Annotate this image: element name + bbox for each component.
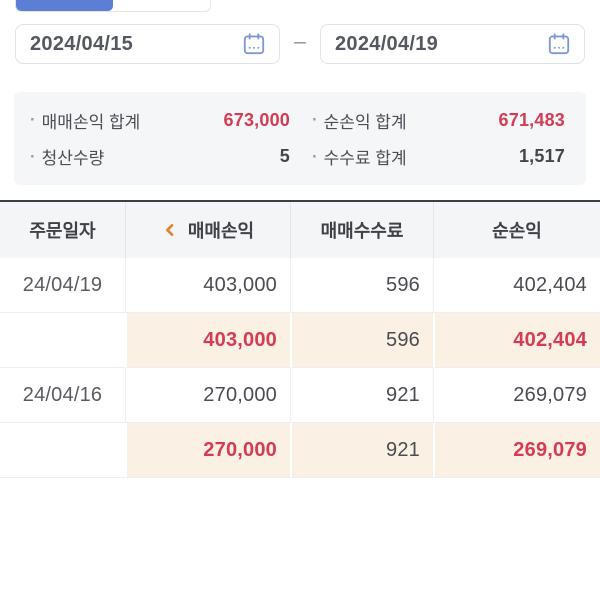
segmented-control [15, 0, 211, 12]
bullet: · [30, 110, 36, 130]
summary-value: 5 [279, 146, 290, 167]
cell-trade-fee: 921 [290, 368, 433, 423]
calendar-icon[interactable] [241, 31, 267, 57]
cell-trade-pnl: 270,000 [125, 368, 290, 423]
table-row[interactable]: 270,000 921 269,079 [0, 423, 600, 478]
summary-label: 수수료 합계 [323, 149, 407, 169]
bullet: · [312, 146, 318, 166]
bullet: · [30, 146, 36, 166]
summary-value: 673,000 [223, 109, 290, 130]
summary-panel: · 매매손익 합계 673,000 · 순손익 합계 671,483 · 청산수… [14, 92, 586, 185]
summary-label: 순손익 합계 [323, 112, 407, 132]
summary-label: 매매손익 합계 [41, 112, 141, 132]
segment-inactive[interactable] [113, 0, 210, 11]
table-row[interactable]: 403,000 596 402,404 [0, 313, 600, 368]
pnl-table: 주문일자 매매손익 매매수수료 순손익 24/ [0, 200, 600, 478]
cell-order-date: 24/04/19 [0, 258, 125, 313]
column-header-trade-fee: 매매수수료 [290, 202, 433, 258]
cell-net-pnl: 402,404 [433, 313, 600, 368]
cell-order-date: 24/04/16 [0, 368, 125, 423]
cell-net-pnl: 269,079 [433, 423, 600, 478]
cell-order-date [0, 313, 125, 368]
end-date-input[interactable]: 2024/04/19 [320, 24, 585, 64]
summary-value: 671,483 [498, 109, 565, 130]
summary-label: 청산수량 [41, 149, 105, 169]
table-row[interactable]: 24/04/19 403,000 596 402,404 [0, 258, 600, 313]
cell-trade-pnl: 270,000 [125, 423, 290, 478]
cell-net-pnl: 402,404 [433, 258, 600, 313]
summary-value: 1,517 [518, 146, 565, 167]
table-header: 주문일자 매매손익 매매수수료 순손익 [0, 202, 600, 258]
cell-trade-fee: 596 [290, 313, 433, 368]
column-header-trade-pnl: 매매손익 [125, 202, 290, 258]
table-body: 24/04/19 403,000 596 402,404 403,000 596… [0, 258, 600, 478]
table-row[interactable]: 24/04/16 270,000 921 269,079 [0, 368, 600, 423]
summary-item-net-total: · 순손익 합계 671,483 [300, 108, 586, 133]
start-date-value: 2024/04/15 [30, 32, 134, 55]
cell-trade-fee: 921 [290, 423, 433, 478]
date-range-row: 2024/04/15 – 2024/04/19 [0, 24, 600, 64]
bullet: · [312, 110, 318, 130]
cell-net-pnl: 269,079 [433, 368, 600, 423]
column-header-net-pnl: 순손익 [433, 202, 600, 258]
cell-trade-fee: 596 [290, 258, 433, 313]
cell-trade-pnl: 403,000 [125, 258, 290, 313]
summary-item-liquidation-qty: · 청산수량 5 [14, 144, 300, 169]
end-date-value: 2024/04/19 [335, 32, 439, 55]
cell-trade-pnl: 403,000 [125, 313, 290, 368]
segment-active[interactable] [16, 0, 113, 11]
start-date-input[interactable]: 2024/04/15 [15, 24, 280, 64]
column-header-order-date: 주문일자 [29, 221, 96, 241]
summary-item-fee-total: · 수수료 합계 1,517 [300, 144, 586, 169]
summary-item-pnl-total: · 매매손익 합계 673,000 [14, 108, 300, 133]
date-range-separator: – [294, 30, 306, 53]
cell-order-date [0, 423, 125, 478]
calendar-icon[interactable] [546, 31, 572, 57]
chevron-left-icon[interactable] [162, 222, 178, 238]
